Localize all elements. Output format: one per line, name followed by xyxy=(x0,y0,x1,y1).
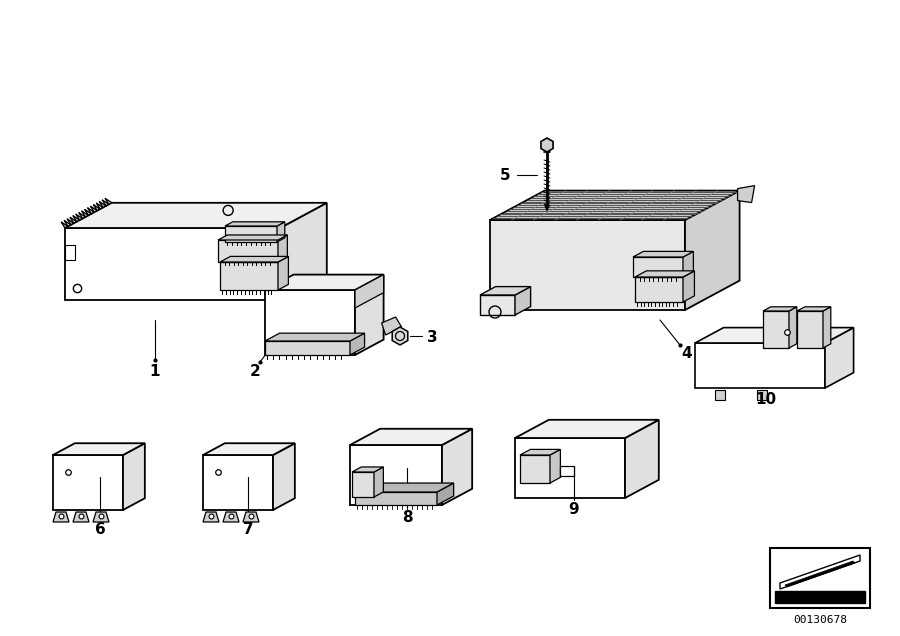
Polygon shape xyxy=(352,467,383,472)
Polygon shape xyxy=(265,275,383,290)
Bar xyxy=(560,466,574,476)
Text: 10: 10 xyxy=(755,392,777,408)
Polygon shape xyxy=(65,245,75,260)
Polygon shape xyxy=(490,220,685,310)
Polygon shape xyxy=(480,287,531,295)
Polygon shape xyxy=(278,235,287,262)
Polygon shape xyxy=(220,256,288,262)
Polygon shape xyxy=(65,203,327,228)
Polygon shape xyxy=(490,191,740,220)
Polygon shape xyxy=(797,311,823,348)
Polygon shape xyxy=(355,275,383,355)
Polygon shape xyxy=(695,343,825,388)
Polygon shape xyxy=(352,472,374,497)
Text: 2: 2 xyxy=(249,364,260,378)
Polygon shape xyxy=(278,256,288,290)
Polygon shape xyxy=(218,235,287,240)
Polygon shape xyxy=(757,390,767,400)
Polygon shape xyxy=(633,257,683,277)
Polygon shape xyxy=(633,251,693,257)
Polygon shape xyxy=(73,512,89,522)
Text: 4: 4 xyxy=(681,345,692,361)
Bar xyxy=(775,591,865,603)
Polygon shape xyxy=(220,262,278,290)
Polygon shape xyxy=(223,512,239,522)
Polygon shape xyxy=(265,333,364,341)
Polygon shape xyxy=(355,483,454,492)
Text: 8: 8 xyxy=(401,511,412,525)
Polygon shape xyxy=(785,561,855,587)
Polygon shape xyxy=(683,271,695,302)
Polygon shape xyxy=(715,390,725,400)
Polygon shape xyxy=(203,512,219,522)
Polygon shape xyxy=(265,290,355,355)
Polygon shape xyxy=(789,307,796,348)
Polygon shape xyxy=(550,450,561,483)
Polygon shape xyxy=(355,492,437,505)
Polygon shape xyxy=(780,555,860,589)
Bar xyxy=(770,548,870,608)
Polygon shape xyxy=(520,450,561,455)
Text: 5: 5 xyxy=(500,167,510,183)
Text: 6: 6 xyxy=(94,523,105,537)
Polygon shape xyxy=(93,512,109,522)
Polygon shape xyxy=(53,455,123,510)
Polygon shape xyxy=(515,287,531,315)
Polygon shape xyxy=(225,226,277,242)
Polygon shape xyxy=(203,443,295,455)
Polygon shape xyxy=(374,467,383,497)
Polygon shape xyxy=(823,307,831,348)
Polygon shape xyxy=(350,429,472,445)
Polygon shape xyxy=(350,333,365,355)
Polygon shape xyxy=(683,251,693,277)
Polygon shape xyxy=(763,307,796,311)
Polygon shape xyxy=(797,307,831,311)
Polygon shape xyxy=(392,327,408,345)
Polygon shape xyxy=(382,317,401,335)
Polygon shape xyxy=(243,512,259,522)
Polygon shape xyxy=(520,455,550,483)
Polygon shape xyxy=(277,222,284,242)
Polygon shape xyxy=(738,186,754,203)
Polygon shape xyxy=(225,222,284,226)
Polygon shape xyxy=(350,445,442,505)
Polygon shape xyxy=(480,295,515,315)
Text: 9: 9 xyxy=(569,502,580,518)
Polygon shape xyxy=(635,271,695,277)
Polygon shape xyxy=(541,138,554,152)
Polygon shape xyxy=(265,341,350,355)
Polygon shape xyxy=(65,228,280,300)
Polygon shape xyxy=(625,420,659,498)
Polygon shape xyxy=(53,512,69,522)
Polygon shape xyxy=(273,443,295,510)
Polygon shape xyxy=(355,275,383,308)
Polygon shape xyxy=(635,277,683,302)
Polygon shape xyxy=(515,438,625,498)
Polygon shape xyxy=(825,328,853,388)
Text: 00130678: 00130678 xyxy=(793,615,847,625)
Polygon shape xyxy=(515,420,659,438)
Text: 1: 1 xyxy=(149,364,160,380)
Polygon shape xyxy=(280,203,327,300)
Polygon shape xyxy=(53,443,145,455)
Polygon shape xyxy=(763,311,789,348)
Polygon shape xyxy=(123,443,145,510)
Text: 7: 7 xyxy=(243,523,253,537)
Text: 3: 3 xyxy=(427,329,437,345)
Polygon shape xyxy=(442,429,472,505)
Polygon shape xyxy=(203,455,273,510)
Polygon shape xyxy=(437,483,454,505)
Polygon shape xyxy=(695,328,853,343)
Polygon shape xyxy=(218,240,278,262)
Polygon shape xyxy=(685,191,740,310)
